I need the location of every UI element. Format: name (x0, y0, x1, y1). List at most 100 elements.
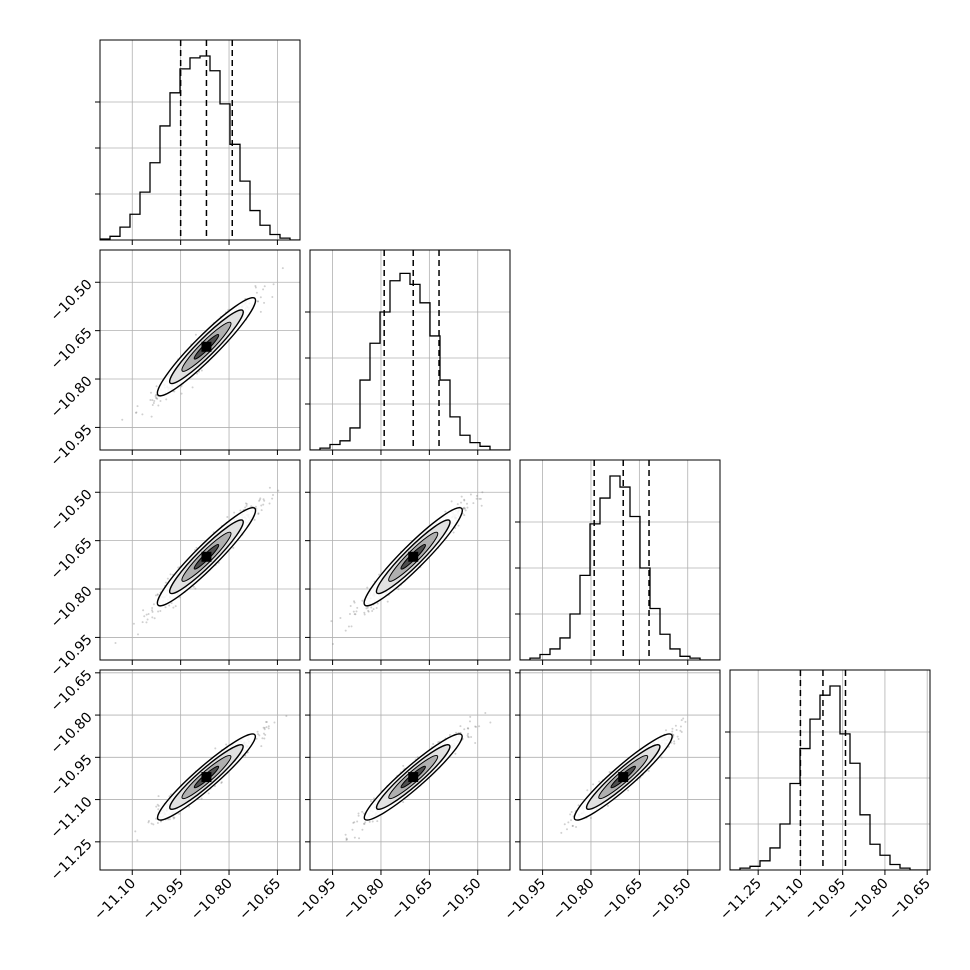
scatter-point (258, 499, 261, 502)
scatter-point (671, 727, 674, 730)
scatter-point (475, 725, 478, 728)
scatter-point (154, 396, 157, 399)
scatter-point (166, 577, 169, 580)
scatter-point (361, 599, 364, 602)
scatter-point (397, 588, 400, 591)
scatter-point (151, 610, 154, 613)
scatter-point (173, 816, 176, 819)
scatter-point (141, 413, 144, 416)
scatter-point (344, 629, 347, 632)
scatter-point (169, 573, 172, 576)
scatter-point (363, 611, 366, 614)
scatter-point (450, 500, 453, 503)
scatter-point (134, 830, 137, 833)
scatter-point (159, 400, 162, 403)
scatter-point (267, 727, 270, 730)
density-peak (201, 551, 212, 562)
scatter-point (157, 795, 160, 798)
density-peak (201, 341, 212, 352)
scatter-point (484, 712, 487, 715)
scatter-point (361, 828, 364, 831)
scatter-point (367, 610, 370, 613)
scatter-point (137, 633, 140, 636)
scatter-point (196, 372, 199, 375)
panel-frame-3-3 (729, 669, 931, 871)
scatter-point (265, 726, 268, 729)
scatter-point (149, 391, 152, 394)
scatter-point (136, 405, 139, 408)
scatter-point (245, 503, 248, 506)
scatter-point (262, 732, 265, 735)
scatter-point (143, 615, 146, 618)
scatter-point (345, 838, 348, 841)
scatter-point (262, 726, 265, 729)
scatter-point (136, 839, 139, 842)
scatter-point (366, 606, 369, 609)
scatter-point (244, 506, 247, 509)
scatter-point (157, 610, 160, 613)
scatter-point (472, 502, 475, 505)
scatter-point (452, 531, 455, 534)
scatter-point (147, 612, 150, 615)
scatter-point (363, 613, 366, 616)
scatter-point (369, 800, 372, 803)
scatter-point (132, 622, 135, 625)
scatter-point (589, 816, 592, 819)
panel-frame-2-2 (519, 459, 721, 661)
scatter-point (220, 781, 223, 784)
scatter-point (141, 621, 144, 624)
scatter-point (378, 573, 381, 576)
scatter-point (356, 820, 359, 823)
scatter-point (264, 733, 267, 736)
scatter-point (259, 296, 262, 299)
scatter-point (146, 618, 149, 621)
x-tick-label: −10.65 (886, 876, 934, 924)
scatter-point (480, 504, 483, 507)
scatter-point (154, 594, 157, 597)
scatter-point (147, 820, 150, 823)
scatter-point (271, 296, 274, 299)
scatter-point (674, 724, 677, 727)
scatter-point (478, 497, 481, 500)
scatter-point (145, 613, 148, 616)
scatter-point (361, 810, 364, 813)
scatter-point (474, 725, 477, 728)
scatter-point (416, 756, 419, 759)
scatter-point (233, 511, 236, 514)
scatter-point (147, 821, 150, 824)
density-peak (408, 551, 419, 562)
scatter-point (152, 401, 155, 404)
scatter-point (156, 397, 159, 400)
scatter-point (665, 729, 668, 732)
scatter-point (191, 386, 194, 389)
scatter-point (353, 613, 356, 616)
x-tick-label: −10.80 (188, 876, 236, 924)
scatter-point (467, 732, 470, 735)
scatter-point (261, 737, 264, 740)
scatter-point (352, 821, 355, 824)
scatter-point (444, 510, 447, 513)
scatter-point (349, 604, 352, 607)
scatter-point (465, 502, 468, 505)
scatter-point (170, 793, 173, 796)
scatter-point (459, 725, 462, 728)
scatter-point (454, 752, 457, 755)
scatter-point (460, 501, 463, 504)
scatter-point (432, 742, 435, 745)
scatter-point (156, 803, 159, 806)
scatter-point (263, 285, 266, 288)
y-tick-label: −10.80 (48, 373, 96, 421)
scatter-point (194, 333, 197, 336)
scatter-point (353, 836, 356, 839)
scatter-point (277, 489, 280, 492)
scatter-point (680, 719, 683, 722)
scatter-point (272, 494, 275, 497)
scatter-point (255, 291, 258, 294)
scatter-point (172, 816, 175, 819)
scatter-point (174, 605, 177, 608)
scatter-point (362, 812, 365, 815)
scatter-point (679, 725, 682, 728)
scatter-point (586, 789, 589, 792)
scatter-point (457, 524, 460, 527)
